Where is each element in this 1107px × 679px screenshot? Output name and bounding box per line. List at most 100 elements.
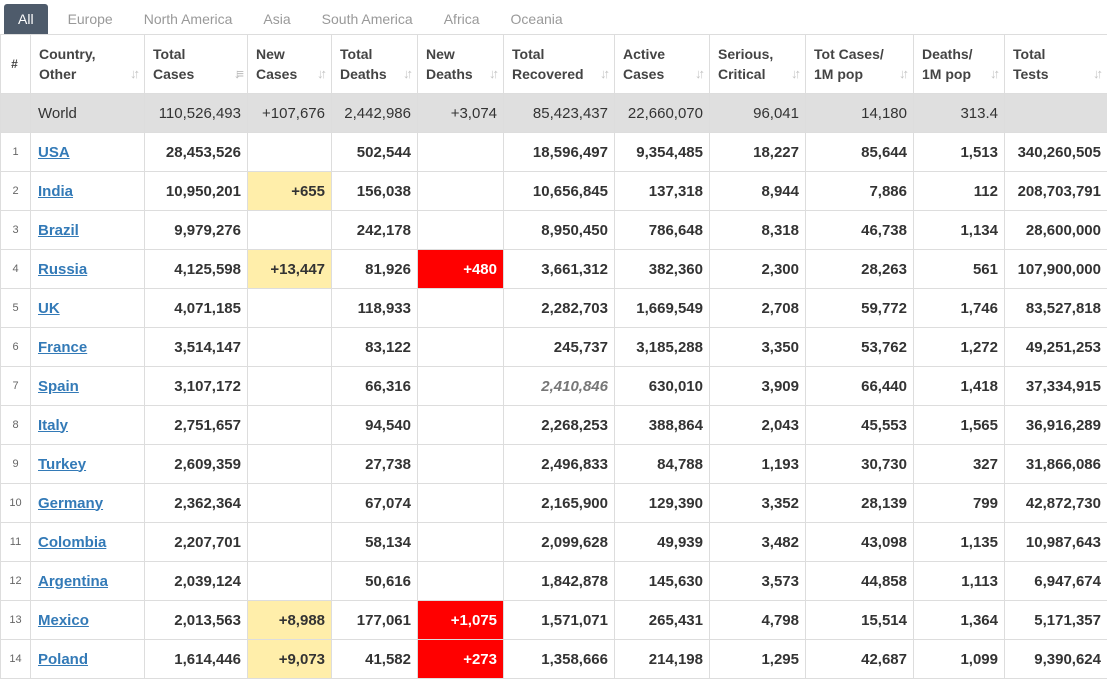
header-cases-per-m[interactable]: Tot Cases/1M pop↓↑ [806, 35, 914, 94]
cell-serious: 1,193 [710, 445, 806, 484]
cell-cases-per-m: 15,514 [806, 601, 914, 640]
cell-total-tests: 28,600,000 [1005, 211, 1107, 250]
tab-asia[interactable]: Asia [252, 4, 301, 34]
country-link[interactable]: Mexico [38, 612, 89, 629]
country-cell: Argentina [31, 562, 145, 601]
sort-arrows-icon[interactable]: ↓↑ [791, 64, 798, 84]
country-link[interactable]: Colombia [38, 534, 106, 551]
header-serious[interactable]: Serious,Critical↓↑ [710, 35, 806, 94]
sort-desc-icon[interactable]: ↓≡ [234, 64, 240, 84]
cell-total-deaths: 58,134 [332, 523, 418, 562]
tab-south-america[interactable]: South America [311, 4, 424, 34]
cell-total-deaths: 177,061 [332, 601, 418, 640]
country-link[interactable]: Argentina [38, 573, 108, 590]
cell-deaths-per-m: 1,272 [914, 328, 1005, 367]
cell-total-tests: 10,987,643 [1005, 523, 1107, 562]
cell-deaths-per-m: 327 [914, 445, 1005, 484]
header-country[interactable]: Country,Other↓↑ [31, 35, 145, 94]
cell-total-recovered: 1,571,071 [504, 601, 615, 640]
sort-arrows-icon[interactable]: ↓↑ [899, 64, 906, 84]
cell-total-deaths: 502,544 [332, 133, 418, 172]
tab-europe[interactable]: Europe [57, 4, 124, 34]
country-cell: Mexico [31, 601, 145, 640]
cell-serious: 2,708 [710, 289, 806, 328]
country-link[interactable]: Germany [38, 495, 103, 512]
cell-serious: 3,352 [710, 484, 806, 523]
sort-arrows-icon[interactable]: ↓↑ [600, 64, 607, 84]
cell-total-tests [1005, 94, 1107, 133]
cell-new-deaths: +3,074 [418, 94, 504, 133]
cell-new-cases: +9,073 [248, 640, 332, 679]
cell-total-recovered: 245,737 [504, 328, 615, 367]
country-cell: Poland [31, 640, 145, 679]
cell-total-cases: 2,013,563 [145, 601, 248, 640]
cell-total-recovered: 1,358,666 [504, 640, 615, 679]
cell-deaths-per-m: 1,134 [914, 211, 1005, 250]
country-link[interactable]: Russia [38, 261, 87, 278]
country-link[interactable]: USA [38, 144, 70, 161]
cell-new-cases: +8,988 [248, 601, 332, 640]
cell-cases-per-m: 53,762 [806, 328, 914, 367]
header-deaths-per-m[interactable]: Deaths/1M pop↓↑ [914, 35, 1005, 94]
sort-arrows-icon[interactable]: ↓↑ [317, 64, 324, 84]
tab-north-america[interactable]: North America [133, 4, 244, 34]
tab-africa[interactable]: Africa [433, 4, 491, 34]
country-cell: UK [31, 289, 145, 328]
cell-cases-per-m: 28,263 [806, 250, 914, 289]
cell-new-deaths [418, 445, 504, 484]
country-link[interactable]: UK [38, 300, 60, 317]
country-link[interactable]: Italy [38, 417, 68, 434]
cell-total-deaths: 81,926 [332, 250, 418, 289]
row-index: 12 [1, 562, 31, 601]
sort-arrows-icon[interactable]: ↓↑ [1093, 64, 1100, 84]
country-link[interactable]: Poland [38, 651, 88, 668]
country-link[interactable]: India [38, 183, 73, 200]
cell-total-tests: 37,334,915 [1005, 367, 1107, 406]
tab-oceania[interactable]: Oceania [500, 4, 574, 34]
country-link[interactable]: Brazil [38, 222, 79, 239]
cell-cases-per-m: 43,098 [806, 523, 914, 562]
cell-cases-per-m: 14,180 [806, 94, 914, 133]
cell-deaths-per-m: 313.4 [914, 94, 1005, 133]
sort-arrows-icon[interactable]: ↓↑ [990, 64, 997, 84]
country-link[interactable]: Turkey [38, 456, 86, 473]
sort-arrows-icon[interactable]: ↓↑ [695, 64, 702, 84]
country-cell: Italy [31, 406, 145, 445]
sort-arrows-icon[interactable]: ↓↑ [489, 64, 496, 84]
cell-new-cases [248, 328, 332, 367]
header-label: Deaths/1M pop [922, 44, 998, 84]
cell-active-cases: 388,864 [615, 406, 710, 445]
cell-total-tests: 31,866,086 [1005, 445, 1107, 484]
cell-total-recovered: 85,423,437 [504, 94, 615, 133]
country-link[interactable]: France [38, 339, 87, 356]
header-label: Country,Other [39, 44, 138, 84]
sort-arrows-icon[interactable]: ↓↑ [403, 64, 410, 84]
cell-total-cases: 10,950,201 [145, 172, 248, 211]
row-index: 2 [1, 172, 31, 211]
cell-serious: 3,573 [710, 562, 806, 601]
sort-arrows-icon[interactable]: ↓↑ [130, 64, 137, 84]
cell-total-recovered: 2,282,703 [504, 289, 615, 328]
cell-new-deaths [418, 523, 504, 562]
cell-total-cases: 4,125,598 [145, 250, 248, 289]
country-link[interactable]: Spain [38, 378, 79, 395]
cell-cases-per-m: 30,730 [806, 445, 914, 484]
tab-all[interactable]: All [4, 4, 48, 34]
row-index: 4 [1, 250, 31, 289]
cell-new-deaths: +480 [418, 250, 504, 289]
cell-total-cases: 4,071,185 [145, 289, 248, 328]
cell-total-tests: 107,900,000 [1005, 250, 1107, 289]
cell-active-cases: 9,354,485 [615, 133, 710, 172]
